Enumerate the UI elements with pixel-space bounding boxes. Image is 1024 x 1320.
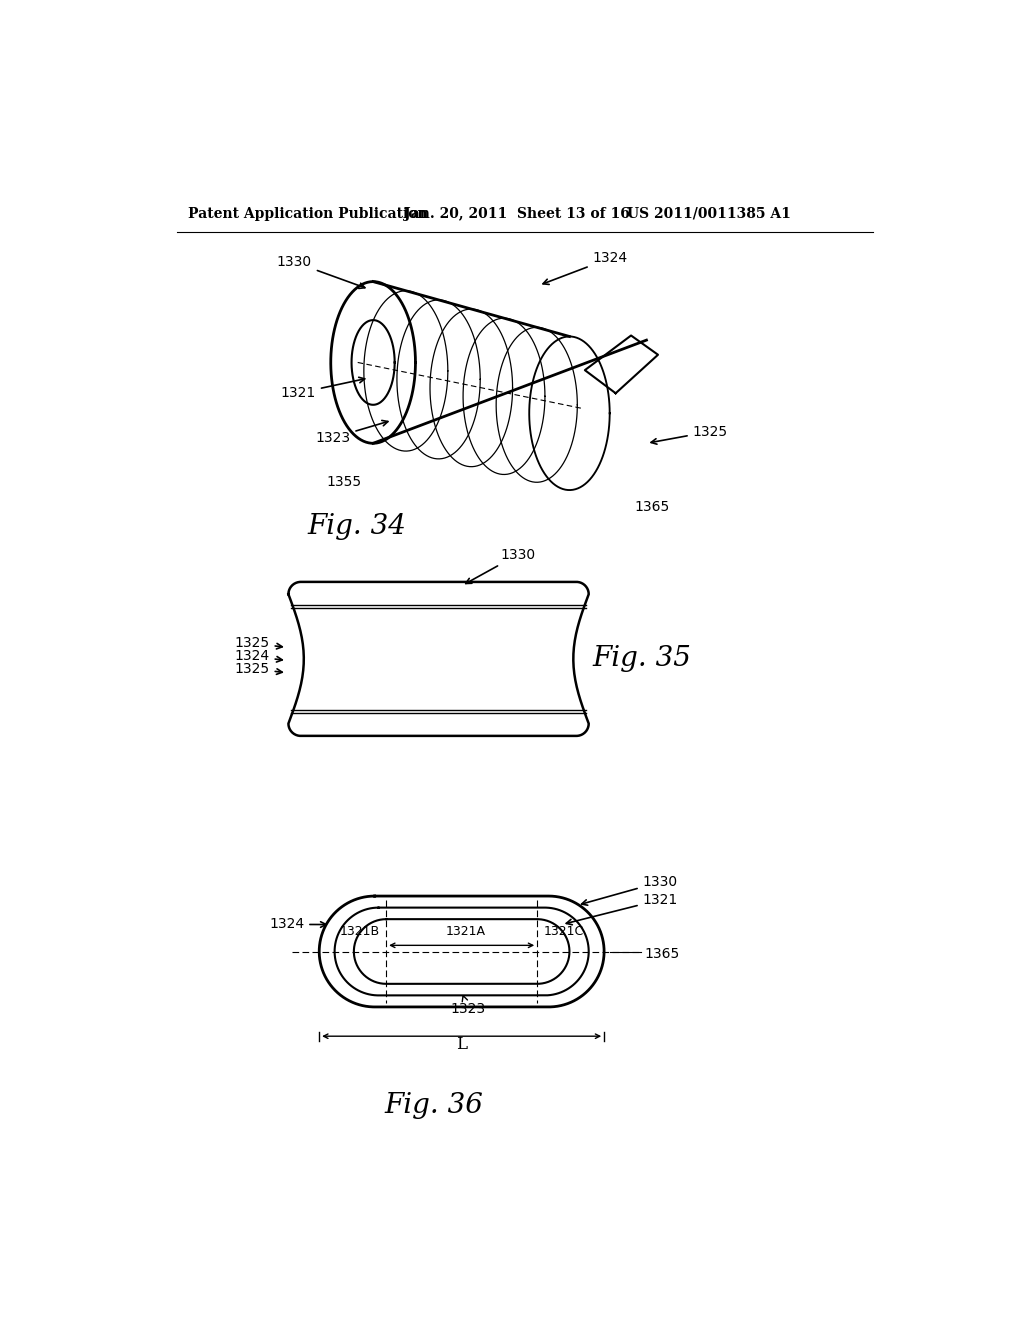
Text: 1321: 1321: [566, 892, 678, 925]
Text: 1325: 1325: [234, 636, 283, 651]
Text: Fig. 36: Fig. 36: [385, 1092, 483, 1119]
Text: Patent Application Publication: Patent Application Publication: [188, 207, 428, 220]
Text: 1321: 1321: [281, 378, 365, 400]
Text: 1330: 1330: [466, 548, 536, 583]
Text: 1355: 1355: [327, 475, 362, 488]
Text: L: L: [456, 1035, 467, 1052]
Text: Fig. 34: Fig. 34: [307, 513, 407, 540]
Text: 1324: 1324: [269, 917, 326, 932]
Text: 1365: 1365: [635, 500, 670, 513]
Text: 1323: 1323: [315, 421, 388, 445]
Text: 1324: 1324: [234, 649, 283, 664]
Text: Jan. 20, 2011  Sheet 13 of 16: Jan. 20, 2011 Sheet 13 of 16: [403, 207, 630, 220]
Text: 1330: 1330: [582, 875, 678, 906]
Text: 1321A: 1321A: [445, 924, 485, 937]
Text: 1321C: 1321C: [544, 924, 585, 937]
Text: US 2011/0011385 A1: US 2011/0011385 A1: [628, 207, 792, 220]
Text: 1325: 1325: [234, 661, 283, 676]
Text: 1325: 1325: [651, 425, 728, 445]
Text: 1324: 1324: [543, 251, 628, 284]
Text: Fig. 35: Fig. 35: [593, 645, 691, 672]
Text: 1321B: 1321B: [339, 924, 379, 937]
Text: 1323: 1323: [451, 995, 485, 1016]
Text: 1330: 1330: [276, 255, 365, 289]
Text: 1365: 1365: [644, 946, 679, 961]
